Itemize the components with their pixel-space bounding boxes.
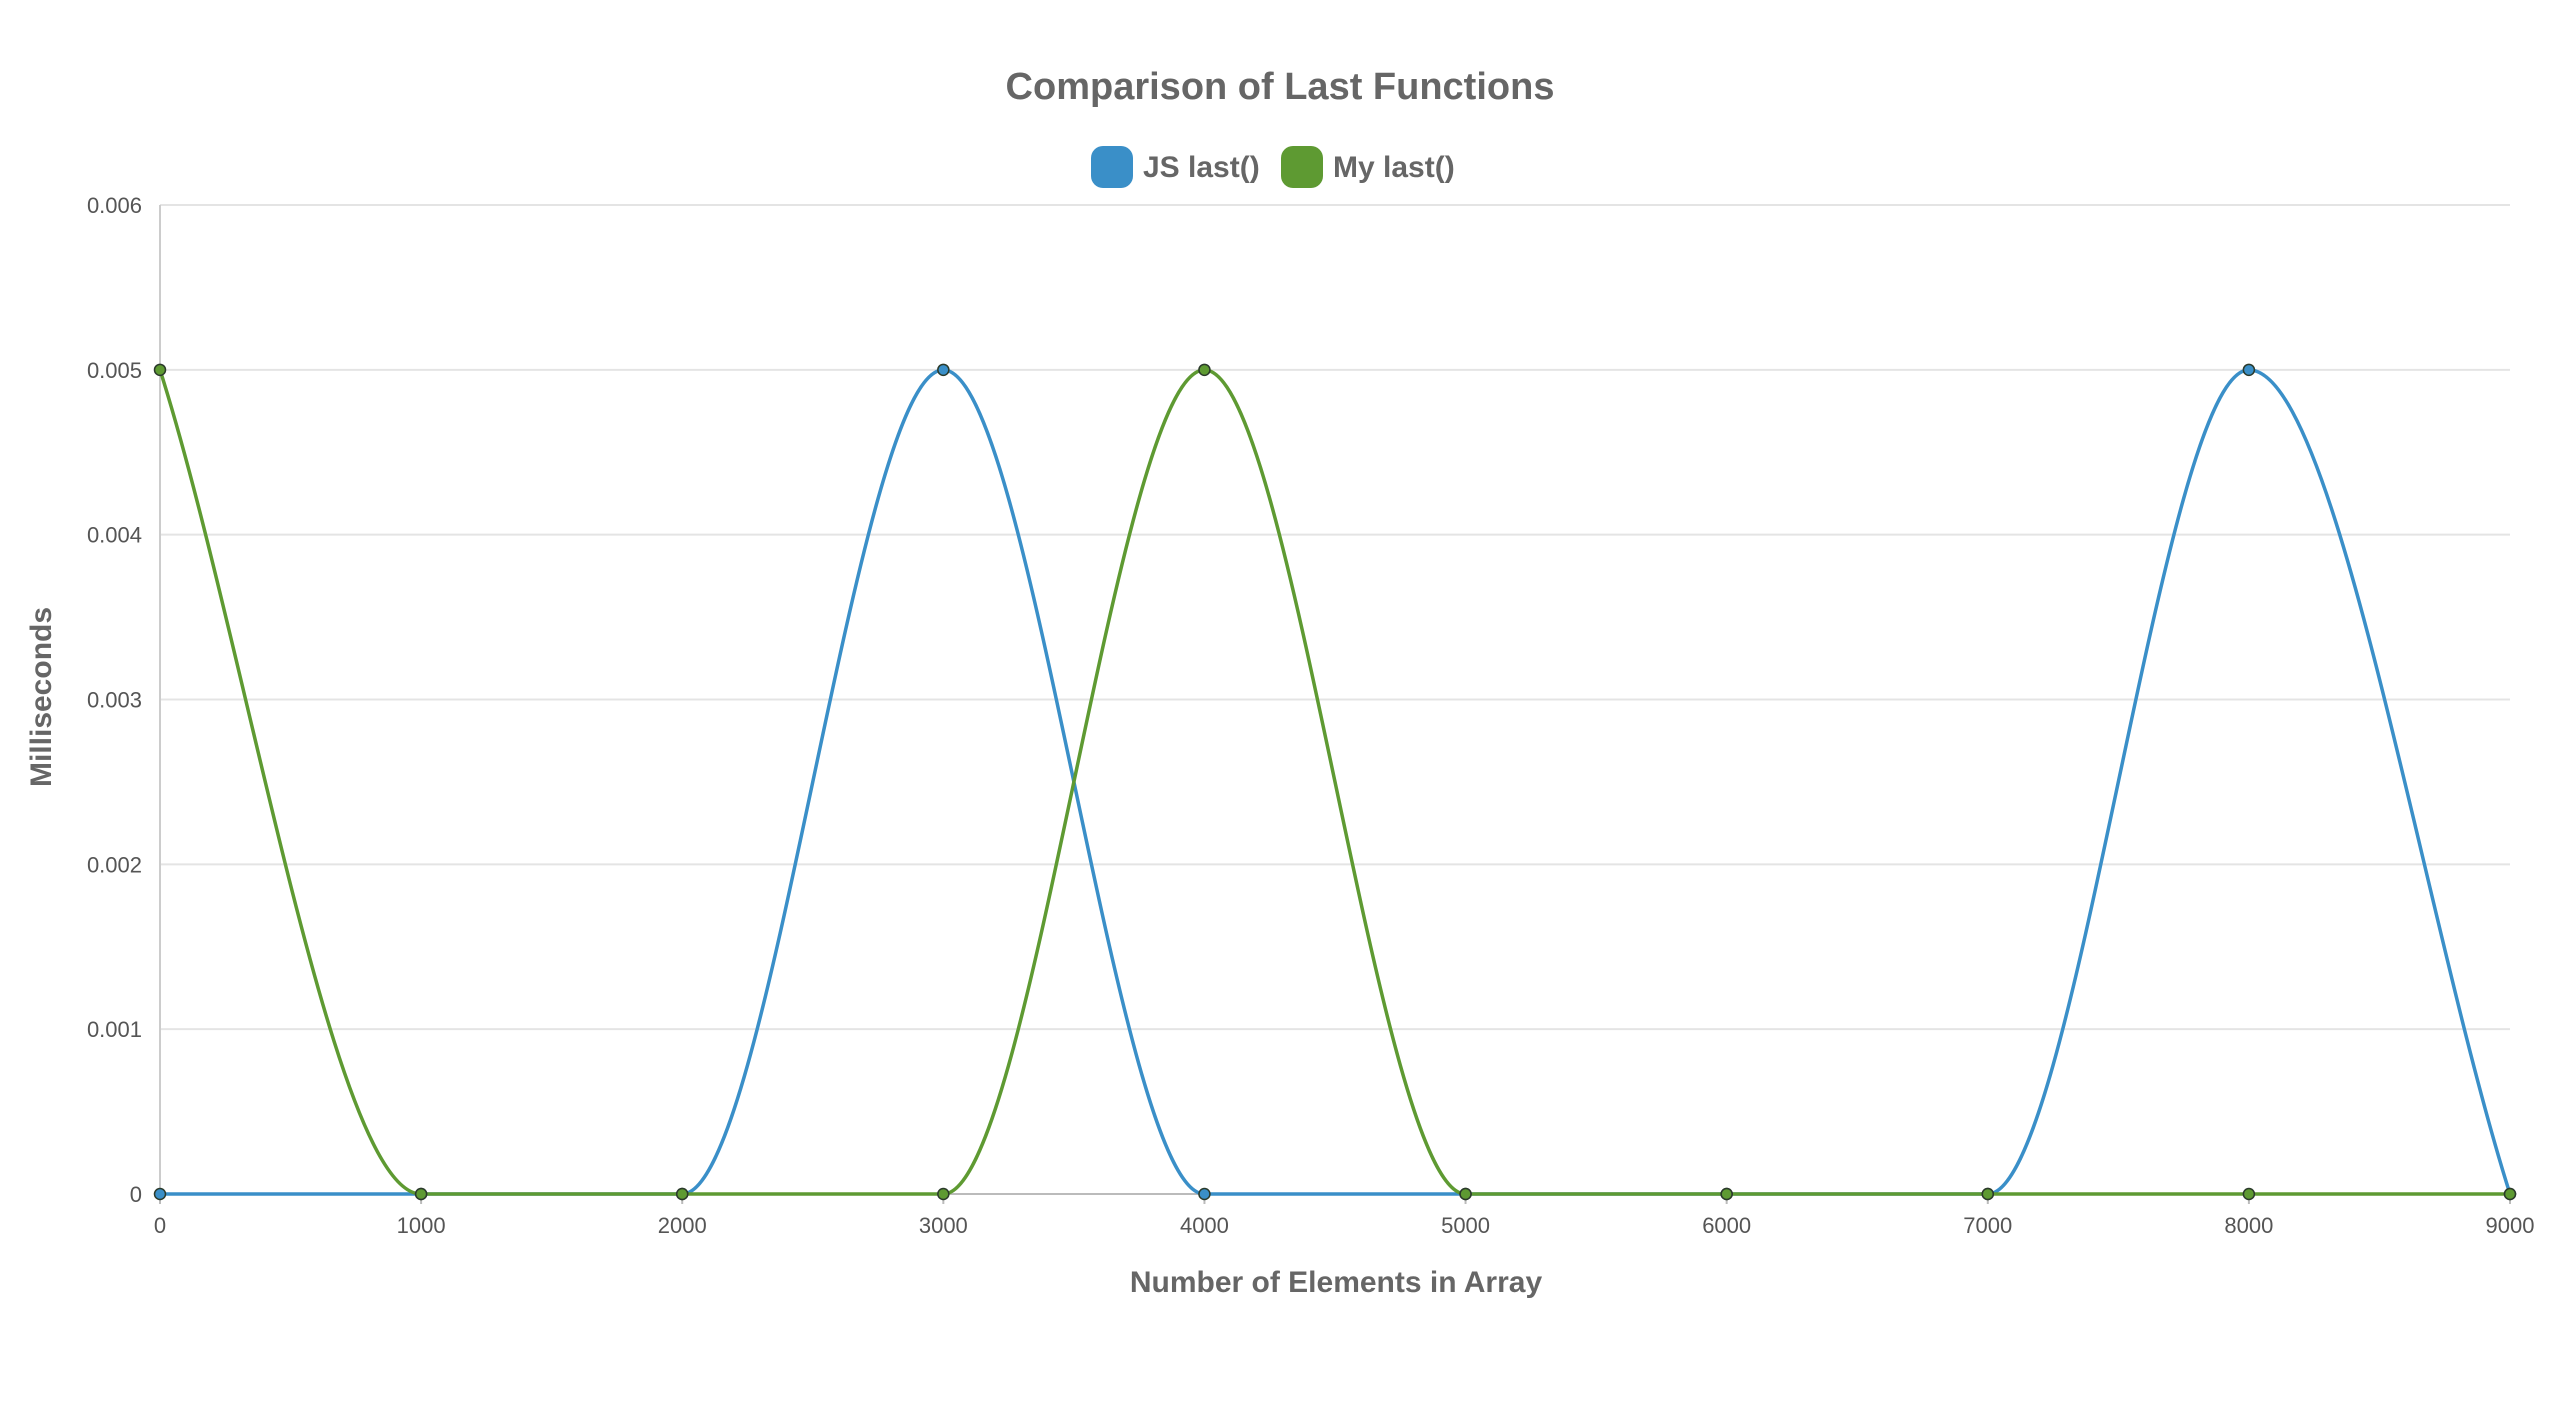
gridlines: [160, 204, 2510, 1031]
x-tick-label: 5000: [1441, 1213, 1490, 1238]
x-axis-title: Number of Elements in Array: [1130, 1266, 1543, 1299]
data-point-js-last[interactable]: [1198, 1187, 1211, 1201]
x-tick-label: 4000: [1180, 1213, 1229, 1238]
y-tick-label: 0.001: [87, 1017, 142, 1042]
x-tick-label: 6000: [1702, 1213, 1751, 1238]
data-point-my-last[interactable]: [1198, 363, 1211, 377]
chart-title: Comparison of Last Functions: [1006, 66, 1555, 108]
x-tick-label: 0: [154, 1213, 166, 1238]
series-line-my-last: [158, 368, 2512, 1196]
data-point-my-last[interactable]: [1459, 1187, 1472, 1201]
data-point-my-last[interactable]: [1720, 1187, 1733, 1201]
data-point-js-last[interactable]: [153, 1187, 167, 1201]
data-point-js-last[interactable]: [937, 363, 950, 377]
y-tick-label: 0: [130, 1182, 142, 1207]
data-point-my-last[interactable]: [2242, 1187, 2256, 1201]
legend-label-js-last: JS last(): [1143, 151, 1260, 184]
data-point-my-last[interactable]: [153, 363, 167, 377]
data-point-my-last[interactable]: [675, 1187, 689, 1201]
y-tick-label: 0.003: [87, 688, 142, 713]
y-tick-labels: 0 0.001 0.002 0.003 0.004 0.005 0.006: [87, 193, 142, 1207]
legend-label-my-last: My last(): [1333, 151, 1455, 184]
legend-swatch-my-last: [1281, 146, 1323, 188]
x-tick-label: 2000: [658, 1213, 707, 1238]
data-point-js-last[interactable]: [2242, 363, 2256, 377]
x-tick-label: 8000: [2224, 1213, 2273, 1238]
y-tick-label: 0.004: [87, 523, 142, 548]
data-point-my-last[interactable]: [937, 1187, 950, 1201]
legend-item-my-last[interactable]: My last(): [1281, 146, 1455, 188]
y-tick-label: 0.006: [87, 193, 142, 218]
series-points: [153, 363, 2517, 1201]
legend: JS last() My last(): [1091, 146, 1455, 188]
data-point-my-last[interactable]: [2503, 1187, 2517, 1201]
data-point-my-last[interactable]: [1981, 1187, 1995, 1201]
x-tick-label: 3000: [919, 1213, 968, 1238]
legend-swatch-js-last: [1091, 146, 1133, 188]
series-lines: [158, 368, 2512, 1196]
y-axis-title: Milliseconds: [25, 607, 58, 787]
x-tick-label: 7000: [1963, 1213, 2012, 1238]
y-tick-label: 0.002: [87, 852, 142, 877]
y-tick-label: 0.005: [87, 358, 142, 383]
axes: [159, 205, 2511, 1204]
data-point-my-last[interactable]: [414, 1187, 428, 1201]
legend-item-js-last[interactable]: JS last(): [1091, 146, 1260, 188]
x-tick-label: 9000: [2486, 1213, 2535, 1238]
x-tick-labels: 0 1000 2000 3000 4000 5000 6000 7000 8000 9000: [154, 1213, 2535, 1238]
x-tick-label: 1000: [397, 1213, 446, 1238]
